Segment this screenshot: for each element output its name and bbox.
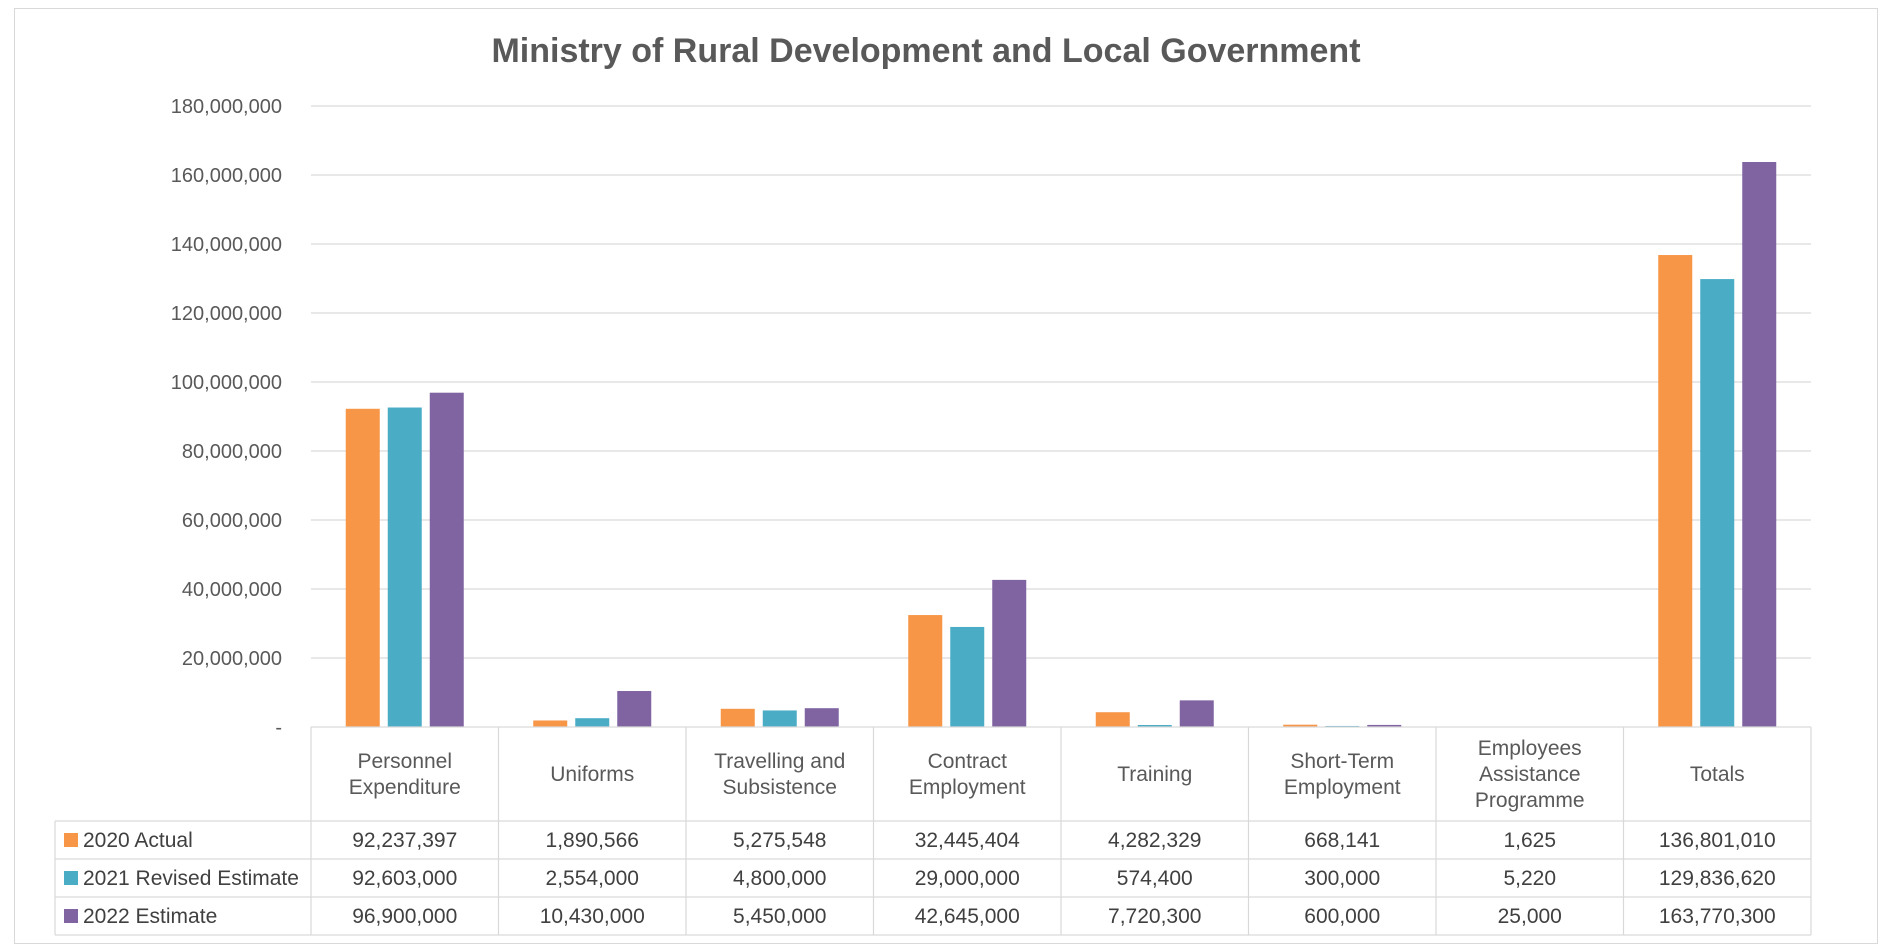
bar xyxy=(575,718,610,727)
bar xyxy=(1283,724,1318,727)
x-tick-label: Contract xyxy=(928,750,1008,773)
x-tick-label: Uniforms xyxy=(550,763,634,786)
data-label: 96,900,000 xyxy=(352,905,457,928)
y-axis: - 20,000,000 40,000,000 60,000,000 80,000,00… xyxy=(171,96,282,739)
bar xyxy=(950,626,985,727)
bar xyxy=(1137,725,1172,727)
data-label: 600,000 xyxy=(1304,905,1380,928)
x-tick-label: Employment xyxy=(1284,776,1401,799)
data-label: 42,645,000 xyxy=(915,905,1020,928)
data-label: 5,450,000 xyxy=(733,905,826,928)
bar-chart: Ministry of Rural Development and Local … xyxy=(54,32,1812,936)
bar xyxy=(992,579,1027,727)
data-label: 668,141 xyxy=(1304,829,1380,852)
bar xyxy=(1367,724,1402,727)
x-tick-label: Subsistence xyxy=(723,776,837,799)
data-label: 1,625 xyxy=(1503,829,1556,852)
y-tick-label: 80,000,000 xyxy=(182,441,282,463)
legend-entry: 2021 Revised Estimate xyxy=(83,867,299,890)
legend-entry: 2020 Actual xyxy=(83,829,193,852)
data-label: 10,430,000 xyxy=(540,905,645,928)
bar xyxy=(429,392,464,727)
bar xyxy=(804,708,839,727)
bar xyxy=(617,691,652,727)
data-label: 4,282,329 xyxy=(1108,829,1201,852)
y-tick-label: 140,000,000 xyxy=(171,234,282,256)
data-label: 300,000 xyxy=(1304,867,1380,890)
data-label: 92,237,397 xyxy=(352,829,457,852)
bars xyxy=(345,161,1777,728)
y-tick-label: 120,000,000 xyxy=(171,303,282,325)
bar xyxy=(720,708,755,727)
y-tick-label: 40,000,000 xyxy=(182,579,282,601)
x-tick-label: Assistance xyxy=(1479,763,1581,786)
x-tick-label: Training xyxy=(1117,763,1192,786)
bar xyxy=(908,615,943,727)
x-tick-label: Totals xyxy=(1690,763,1745,786)
data-label: 1,890,566 xyxy=(546,829,639,852)
y-tick-label: 100,000,000 xyxy=(171,372,282,394)
legend-key xyxy=(64,909,78,923)
data-label: 2,554,000 xyxy=(546,867,639,890)
y-tick-label: - xyxy=(275,717,282,739)
bar xyxy=(1179,700,1214,727)
data-table: Personnel Expenditure Uniforms Travelling a… xyxy=(54,726,1812,936)
x-tick-label: Programme xyxy=(1475,789,1585,812)
data-label: 29,000,000 xyxy=(915,867,1020,890)
legend-entry: 2022 Estimate xyxy=(83,905,217,928)
x-tick-label: Expenditure xyxy=(349,776,461,799)
bar xyxy=(387,407,422,727)
data-label: 4,800,000 xyxy=(733,867,826,890)
bar xyxy=(345,408,380,727)
data-label: 25,000 xyxy=(1498,905,1562,928)
data-label: 163,770,300 xyxy=(1659,905,1776,928)
x-tick-label: Short-Term xyxy=(1290,750,1394,773)
bar xyxy=(1700,279,1735,727)
y-tick-label: 20,000,000 xyxy=(182,648,282,670)
bar xyxy=(1095,712,1130,727)
x-tick-label: Travelling and xyxy=(714,750,845,773)
gridlines xyxy=(311,105,1811,659)
legend-key xyxy=(64,833,78,847)
y-tick-label: 180,000,000 xyxy=(171,96,282,118)
data-label: 7,720,300 xyxy=(1108,905,1201,928)
bar xyxy=(1658,255,1693,728)
legend-key xyxy=(64,871,78,885)
y-tick-label: 160,000,000 xyxy=(171,165,282,187)
data-label: 574,400 xyxy=(1117,867,1193,890)
bar xyxy=(1742,161,1777,728)
chart-frame: Ministry of Rural Development and Local … xyxy=(14,8,1878,944)
data-label: 136,801,010 xyxy=(1659,829,1776,852)
data-label: 92,603,000 xyxy=(352,867,457,890)
data-label: 5,220 xyxy=(1503,867,1556,890)
x-tick-label: Employees xyxy=(1478,737,1582,760)
data-label: 5,275,548 xyxy=(733,829,826,852)
bar xyxy=(762,710,797,727)
x-tick-label: Personnel xyxy=(357,750,452,773)
data-label: 129,836,620 xyxy=(1659,867,1776,890)
bar xyxy=(533,720,568,727)
y-tick-label: 60,000,000 xyxy=(182,510,282,532)
chart-title: Ministry of Rural Development and Local … xyxy=(491,32,1360,70)
x-tick-label: Employment xyxy=(909,776,1026,799)
data-label: 32,445,404 xyxy=(915,829,1020,852)
